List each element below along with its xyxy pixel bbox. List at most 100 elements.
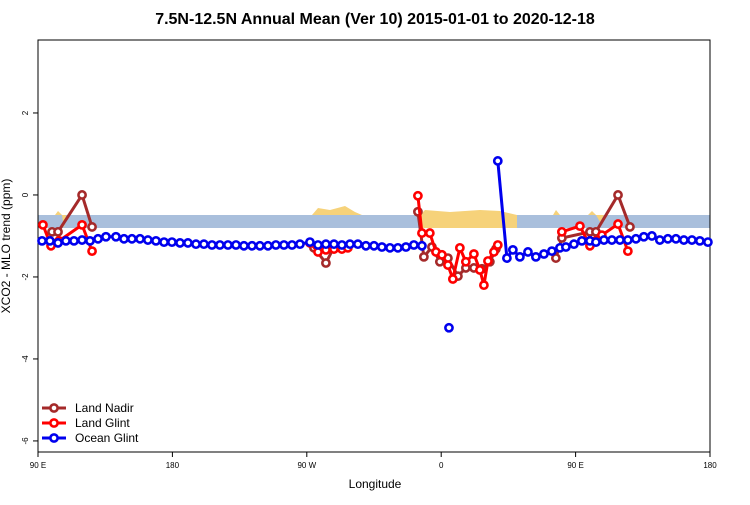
point: [183, 238, 193, 248]
y-tick-label: 0: [21, 192, 30, 197]
point: [671, 233, 681, 244]
land-patch: [55, 206, 604, 228]
point: [625, 222, 635, 232]
point: [101, 231, 111, 242]
point: [454, 242, 465, 253]
y-tick-label: 2: [21, 110, 30, 115]
point: [321, 258, 331, 268]
point: [647, 231, 657, 241]
point: [575, 221, 585, 232]
point: [369, 240, 379, 251]
point: [417, 228, 427, 238]
point: [345, 239, 355, 250]
point: [239, 240, 249, 251]
point: [530, 251, 541, 262]
point: [53, 226, 63, 237]
x-tick-label: 90 W: [297, 461, 316, 470]
point: [143, 235, 153, 245]
point: [613, 219, 623, 229]
point: [77, 190, 87, 200]
point: [175, 238, 185, 248]
point: [255, 240, 265, 251]
point: [483, 256, 493, 266]
point: [523, 247, 533, 257]
point: [392, 242, 403, 253]
x-tick-label: 90 E: [30, 461, 46, 470]
point: [336, 240, 347, 250]
land-mask: [38, 206, 710, 228]
point: [37, 235, 47, 246]
point: [408, 240, 419, 250]
point: [678, 235, 689, 245]
point: [437, 249, 447, 260]
y-tick-label: -2: [21, 273, 30, 281]
point: [270, 240, 281, 250]
point: [223, 240, 233, 250]
point: [546, 246, 557, 257]
point: [329, 239, 339, 250]
point: [615, 235, 625, 245]
point: [622, 235, 633, 245]
point: [613, 190, 623, 200]
point: [61, 235, 71, 246]
point: [560, 242, 571, 252]
y-tick-label: -6: [21, 437, 30, 445]
point: [539, 249, 549, 259]
x-axis-label: Longitude: [349, 477, 402, 491]
point: [638, 231, 649, 242]
point: [418, 251, 429, 262]
chart-title: 7.5N-12.5N Annual Mean (Ver 10) 2015-01-…: [155, 11, 595, 28]
point: [167, 237, 177, 248]
point: [361, 240, 371, 251]
x-tick-label: 180: [703, 461, 717, 470]
point: [556, 226, 567, 237]
point: [263, 240, 273, 251]
point: [38, 219, 48, 230]
point: [287, 240, 297, 250]
point: [69, 235, 79, 246]
point: [654, 235, 665, 245]
ocean-band: [38, 215, 710, 228]
point: [151, 235, 161, 246]
point: [85, 235, 95, 246]
point: [401, 242, 411, 252]
point: [247, 240, 257, 251]
point: [127, 233, 137, 244]
point: [295, 239, 305, 250]
point: [550, 253, 561, 263]
point: [474, 265, 485, 275]
point: [514, 251, 525, 262]
point: [424, 228, 435, 238]
point: [191, 239, 201, 250]
legend-label: Land Nadir: [75, 401, 134, 415]
point: [352, 239, 363, 250]
point: [444, 322, 454, 333]
point: [87, 246, 97, 257]
x-tick-label: 180: [166, 461, 180, 470]
point: [119, 233, 129, 244]
point: [443, 260, 453, 270]
point: [417, 240, 427, 251]
point: [703, 237, 713, 248]
point: [305, 237, 315, 248]
y-axis-label: XCO2 - MLO trend (ppm): [0, 179, 13, 314]
point: [45, 235, 55, 246]
point: [313, 240, 323, 250]
point: [694, 235, 705, 246]
point: [77, 235, 87, 245]
point: [479, 280, 489, 291]
point: [93, 233, 103, 244]
point: [377, 242, 387, 252]
x-tick-label: 90 E: [567, 461, 583, 470]
point: [231, 240, 241, 250]
point: [447, 274, 458, 284]
point: [469, 249, 479, 259]
legend-label: Ocean Glint: [75, 431, 139, 445]
x-tick-label: 0: [439, 461, 444, 470]
point: [599, 235, 609, 245]
legend-marker: [49, 418, 59, 428]
point: [576, 235, 587, 246]
point: [207, 240, 217, 250]
